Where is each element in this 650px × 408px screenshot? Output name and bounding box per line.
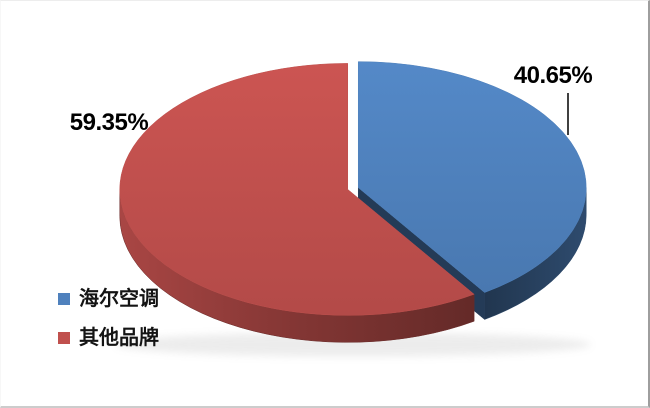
legend-item-others: 其他品牌 [58,326,159,350]
pie-slice-0-top [357,61,587,293]
legend-item-haier: 海尔空调 [58,287,159,311]
pie-shadow [115,332,591,357]
legend-label-haier: 海尔空调 [79,288,159,310]
legend-swatch-red [58,332,70,344]
data-label-red: 59.35% [69,109,149,136]
pie-slice-1-top [119,63,475,316]
legend-swatch-blue [58,293,70,305]
pie-slice-1 [119,63,475,343]
data-label-blue: 40.65% [513,62,593,89]
legend-label-others: 其他品牌 [79,327,159,349]
legend: 海尔空调 其他品牌 [58,287,159,365]
